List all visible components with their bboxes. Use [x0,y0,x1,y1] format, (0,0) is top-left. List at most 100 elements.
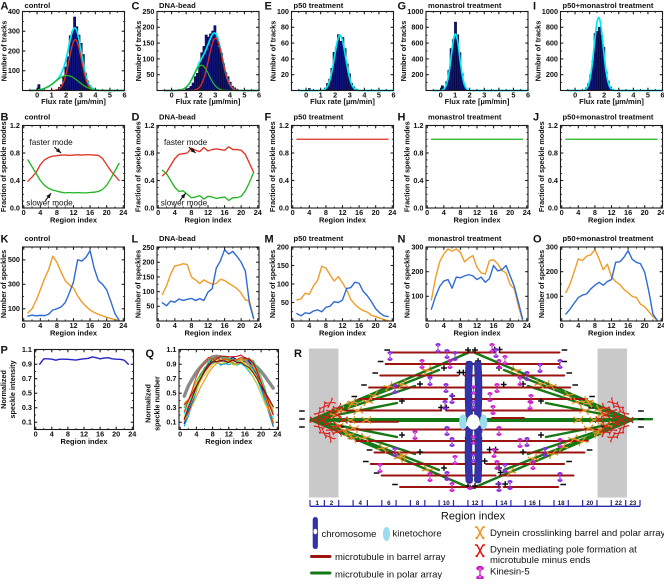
svg-text:22: 22 [615,500,622,507]
svg-text:control: control [25,1,51,10]
svg-text:8: 8 [55,321,59,330]
svg-text:p50 treatment: p50 treatment [294,113,344,122]
svg-text:Flux rate [µm/min]: Flux rate [µm/min] [445,97,510,106]
svg-text:G: G [398,1,407,13]
svg-text:DNA-bead: DNA-bead [159,1,196,10]
svg-text:16: 16 [221,321,229,330]
svg-text:24: 24 [254,208,263,217]
svg-text:3: 3 [617,91,621,100]
svg-text:8: 8 [324,321,328,330]
svg-text:18: 18 [558,500,565,507]
svg-text:20: 20 [641,208,649,217]
svg-text:4: 4 [173,208,178,217]
svg-text:microtubule in barrel array: microtubule in barrel array [335,552,446,563]
svg-text:Region index: Region index [453,329,501,338]
svg-text:20: 20 [372,208,380,217]
svg-text:20: 20 [257,430,265,439]
svg-text:Normalized: Normalized [144,384,153,423]
svg-text:Region index: Region index [205,437,253,446]
svg-text:speckle intensity: speckle intensity [8,361,17,419]
svg-text:250: 250 [142,7,154,16]
svg-text:0.9: 0.9 [22,360,32,369]
svg-text:1.2: 1.2 [548,121,558,130]
svg-text:8: 8 [189,321,193,330]
svg-text:0.4: 0.4 [10,176,21,185]
svg-text:200: 200 [8,46,20,55]
svg-text:1000: 1000 [542,7,558,16]
svg-text:800: 800 [411,23,423,32]
svg-text:24: 24 [119,208,128,217]
svg-text:16: 16 [624,321,632,330]
svg-text:Fraction of speckle modes: Fraction of speckle modes [0,121,8,212]
svg-text:24: 24 [657,208,664,217]
svg-text:Region index: Region index [184,329,232,338]
svg-text:Number of tracks: Number of tracks [534,21,543,82]
svg-text:Region index: Region index [588,216,636,225]
svg-text:16: 16 [355,208,363,217]
svg-text:0.8: 0.8 [413,148,423,157]
svg-text:0.0: 0.0 [279,203,289,212]
svg-text:N: N [398,233,406,245]
svg-text:12: 12 [204,208,212,217]
svg-text:40: 40 [281,54,289,63]
svg-text:300: 300 [546,242,558,251]
svg-text:10: 10 [443,500,450,507]
svg-text:0: 0 [178,430,182,439]
svg-text:H: H [398,112,406,124]
svg-text:4: 4 [173,321,178,330]
svg-text:5: 5 [646,91,650,100]
svg-text:20: 20 [112,430,120,439]
svg-text:Flux rate [µm/min]: Flux rate [µm/min] [579,97,644,106]
svg-text:14: 14 [500,500,507,507]
svg-text:p50+monastrol treatment: p50+monastrol treatment [563,234,654,243]
svg-text:4: 4 [93,91,98,100]
svg-text:12: 12 [473,208,481,217]
svg-text:80: 80 [281,23,289,32]
svg-text:4: 4 [358,500,362,507]
svg-text:0.8: 0.8 [144,148,154,157]
svg-text:2: 2 [330,500,334,507]
svg-text:50: 50 [281,298,289,307]
svg-text:Number of speckles: Number of speckles [0,250,8,318]
svg-text:Dynein mediating pole formatio: Dynein mediating pole formation at [490,545,637,556]
svg-text:12: 12 [69,208,77,217]
svg-text:0.8: 0.8 [548,148,558,157]
svg-text:5: 5 [511,91,515,100]
svg-text:Number of tracks: Number of tracks [399,21,408,82]
svg-text:0: 0 [425,208,429,217]
svg-text:250: 250 [142,243,154,252]
svg-text:0.1: 0.1 [22,418,32,427]
svg-text:20: 20 [281,70,289,79]
svg-text:16: 16 [490,321,498,330]
svg-text:1: 1 [588,91,592,100]
svg-text:5: 5 [242,91,246,100]
svg-text:20: 20 [641,321,649,330]
svg-text:1.2: 1.2 [144,121,154,130]
svg-text:0.4: 0.4 [413,176,424,185]
svg-text:150: 150 [142,272,154,281]
svg-text:600: 600 [546,39,558,48]
svg-text:20: 20 [506,208,514,217]
svg-text:50: 50 [146,302,154,311]
svg-text:4: 4 [576,321,581,330]
svg-text:slower mode: slower mode [161,199,208,208]
svg-text:Number of tracks: Number of tracks [269,21,278,82]
svg-text:DNA-bead: DNA-bead [159,113,196,122]
svg-text:4: 4 [362,91,367,100]
svg-text:4: 4 [442,208,447,217]
svg-text:O: O [533,233,542,245]
svg-text:Region index: Region index [50,216,98,225]
svg-text:0: 0 [573,91,577,100]
svg-text:24: 24 [128,430,137,439]
svg-text:DNA-bead: DNA-bead [159,234,196,243]
svg-text:0: 0 [291,321,295,330]
svg-text:200: 200 [411,70,423,79]
svg-text:12: 12 [225,430,233,439]
svg-text:1.2: 1.2 [10,121,20,130]
svg-text:12: 12 [338,321,346,330]
svg-text:3: 3 [213,91,217,100]
svg-text:24: 24 [388,208,397,217]
svg-text:4: 4 [38,321,43,330]
svg-text:1: 1 [319,91,323,100]
svg-text:0.5: 0.5 [166,389,176,398]
